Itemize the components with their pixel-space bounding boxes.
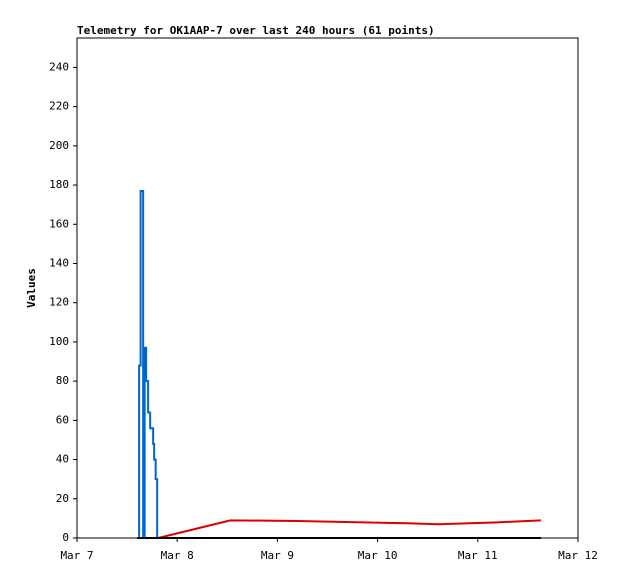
y-tick-label: 140 xyxy=(49,256,69,269)
y-tick-label: 160 xyxy=(49,217,69,230)
y-tick-label: 80 xyxy=(56,374,69,387)
y-tick-label: 20 xyxy=(56,492,69,505)
series-line xyxy=(138,189,159,539)
y-tick-label: 220 xyxy=(49,100,69,113)
plot-frame xyxy=(76,37,579,539)
y-tick-label: 120 xyxy=(49,296,69,309)
x-tick-label: Mar 11 xyxy=(458,549,498,562)
x-tick-label: Mar 9 xyxy=(261,549,294,562)
y-tick-label: 180 xyxy=(49,178,69,191)
y-axis-label: Values xyxy=(25,268,38,308)
x-tick-label: Mar 12 xyxy=(558,549,598,562)
series-line xyxy=(157,519,541,539)
y-tick-label: 240 xyxy=(49,60,69,73)
x-tick-label: Mar 10 xyxy=(358,549,398,562)
chart-title: Telemetry for OK1AAP-7 over last 240 hou… xyxy=(77,24,435,37)
y-tick-label: 100 xyxy=(49,335,69,348)
y-tick-label: 0 xyxy=(62,531,69,544)
y-tick-label: 40 xyxy=(56,453,69,466)
x-tick-label: Mar 7 xyxy=(60,549,93,562)
y-tick-label: 200 xyxy=(49,139,69,152)
y-tick-label: 60 xyxy=(56,413,69,426)
x-tick-label: Mar 8 xyxy=(161,549,194,562)
